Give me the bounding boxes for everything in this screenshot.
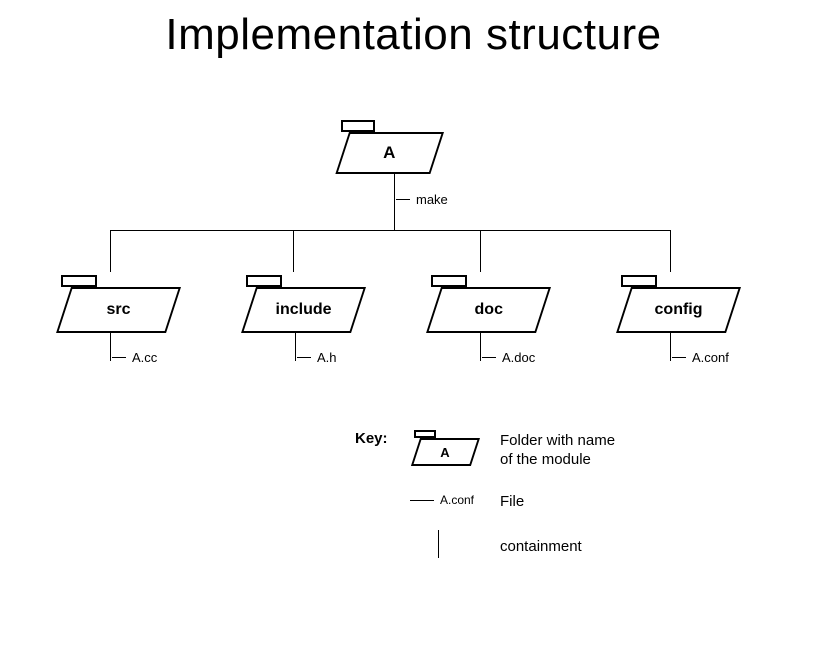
folder-tab-icon [414, 430, 436, 438]
folder-label: src [107, 301, 131, 319]
folder-tab-icon [246, 275, 282, 287]
folder-tab-icon [431, 275, 467, 287]
file-annotation: A.cc [112, 350, 157, 365]
tree-edge [110, 230, 111, 272]
legend-text-file: File [500, 493, 524, 512]
tree-edge [670, 333, 671, 361]
legend-text-folder: Folder with name of the module [500, 432, 615, 470]
legend-file-line-icon [410, 500, 434, 501]
folder-body-icon: A [411, 438, 480, 466]
file-annotation: A.doc [482, 350, 535, 365]
folder-tab-icon [621, 275, 657, 287]
folder-body-icon: include [241, 287, 366, 333]
file-label: A.doc [502, 350, 535, 365]
file-annotation: A.conf [672, 350, 729, 365]
folder-body-icon: doc [426, 287, 551, 333]
tree-edge [295, 333, 296, 361]
folder-label: include [276, 301, 332, 319]
file-tick-icon [396, 199, 410, 200]
folder-tab-icon [61, 275, 97, 287]
folder-tab-icon [341, 120, 375, 132]
tree-edge [394, 174, 395, 230]
folder-body-icon: A [335, 132, 444, 174]
file-label: A.cc [132, 350, 157, 365]
legend-file-label: A.conf [440, 493, 474, 508]
file-label: A.conf [692, 350, 729, 365]
file-annotation: make [396, 192, 448, 207]
folder-label: config [655, 301, 703, 319]
tree-edge [670, 230, 671, 272]
folder-label: A [384, 143, 396, 163]
diagram-stage: Implementation structure A make src A.cc… [0, 0, 827, 661]
legend-text-containment: containment [500, 538, 582, 557]
tree-edge [110, 333, 111, 361]
file-tick-icon [297, 357, 311, 358]
tree-edge [293, 230, 294, 272]
tree-edge [110, 230, 670, 231]
file-label: A.h [317, 350, 337, 365]
legend-heading: Key: [355, 430, 388, 447]
legend-containment-line-icon [438, 530, 439, 558]
file-annotation: A.h [297, 350, 337, 365]
file-tick-icon [112, 357, 126, 358]
folder-label: A [441, 445, 450, 460]
folder-body-icon: src [56, 287, 181, 333]
folder-body-icon: config [616, 287, 741, 333]
file-label: make [416, 192, 448, 207]
file-tick-icon [672, 357, 686, 358]
tree-edge [480, 230, 481, 272]
tree-edge [480, 333, 481, 361]
folder-label: doc [474, 301, 502, 319]
page-title: Implementation structure [0, 10, 827, 60]
file-tick-icon [482, 357, 496, 358]
